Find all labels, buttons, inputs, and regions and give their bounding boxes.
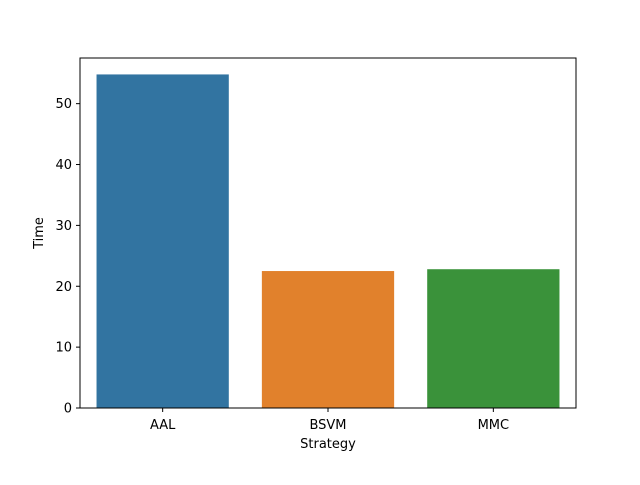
bars-group	[96, 74, 560, 408]
x-axis-label: Strategy	[300, 437, 356, 452]
bar-mmc	[427, 269, 560, 408]
y-tick-label: 40	[55, 158, 72, 173]
y-axis-ticks: 0 10 20 30 40 50	[55, 97, 80, 417]
x-tick-label: AAL	[150, 418, 176, 433]
bar-aal	[96, 74, 229, 408]
y-tick-label: 30	[55, 219, 72, 234]
y-tick-label: 10	[55, 341, 72, 356]
plot-area-frame	[79, 57, 577, 409]
bar-bsvm	[261, 271, 395, 408]
x-tick-label: BSVM	[309, 418, 346, 433]
y-tick-label: 50	[55, 97, 72, 112]
y-tick-label: 20	[55, 280, 72, 295]
x-tick-label: MMC	[478, 418, 510, 433]
y-axis-label: Time	[32, 217, 47, 250]
x-axis-ticks: AAL BSVM MMC	[150, 408, 509, 433]
y-tick-label: 0	[64, 402, 72, 417]
